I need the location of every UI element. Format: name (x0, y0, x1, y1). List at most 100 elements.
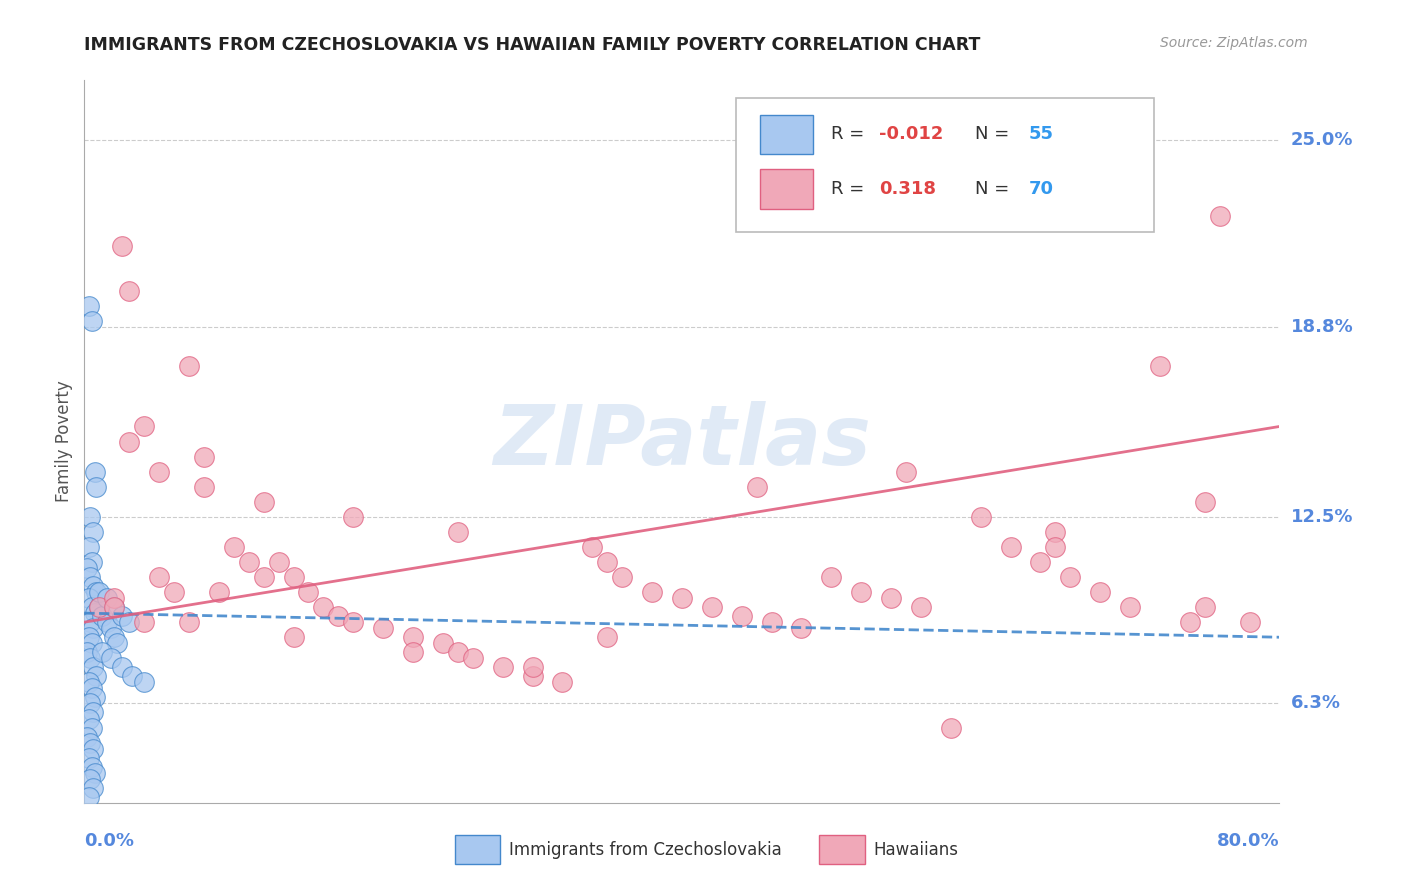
Point (89, 585, 111, 599)
Text: -0.012: -0.012 (879, 126, 943, 144)
Point (461, 651, 484, 665)
Point (83, 465, 105, 479)
Point (77, 630, 100, 644)
Point (148, 465, 170, 479)
Point (100, 621, 122, 635)
Point (77, 299, 100, 313)
Point (522, 660, 544, 674)
Point (447, 645, 470, 659)
Point (880, 591, 903, 606)
Point (79, 570, 101, 584)
Point (820, 570, 842, 584)
FancyBboxPatch shape (759, 169, 814, 209)
Point (103, 591, 125, 606)
Point (193, 480, 215, 494)
Text: 70: 70 (1029, 179, 1053, 198)
Point (222, 540, 245, 554)
Point (1178, 615, 1201, 630)
Point (283, 570, 305, 584)
Point (1000, 540, 1022, 554)
Point (132, 675, 156, 690)
FancyBboxPatch shape (456, 835, 501, 864)
Point (79, 735, 101, 749)
Point (111, 609, 134, 624)
Text: 25.0%: 25.0% (1291, 131, 1353, 150)
Point (402, 645, 425, 659)
Point (1090, 585, 1112, 599)
Y-axis label: Family Poverty: Family Poverty (55, 381, 73, 502)
Point (86, 585, 108, 599)
Point (86, 669, 108, 683)
Point (790, 621, 813, 635)
Point (1209, 209, 1232, 223)
Point (76, 561, 98, 575)
Point (939, 721, 962, 735)
Point (80, 721, 103, 735)
Point (1149, 359, 1171, 374)
Point (373, 621, 395, 635)
Point (82, 706, 104, 720)
Point (79, 615, 101, 630)
Point (80, 681, 103, 696)
Point (118, 615, 141, 630)
Point (596, 555, 619, 569)
Point (89, 600, 111, 615)
Point (111, 239, 134, 253)
Text: 80.0%: 80.0% (1216, 831, 1279, 850)
Point (118, 284, 141, 298)
Point (910, 600, 932, 615)
Point (82, 780, 104, 795)
Point (522, 669, 544, 683)
Point (83, 606, 105, 620)
Text: ZIPatlas: ZIPatlas (494, 401, 870, 482)
Point (103, 600, 125, 615)
Point (342, 615, 364, 630)
Point (581, 540, 603, 554)
Point (77, 750, 100, 764)
Text: Hawaiians: Hawaiians (873, 841, 957, 859)
Point (105, 636, 128, 650)
Text: R =: R = (831, 179, 870, 198)
Point (82, 621, 104, 635)
Point (970, 509, 993, 524)
Point (76, 730, 98, 744)
Point (77, 789, 100, 804)
Text: 0.318: 0.318 (879, 179, 936, 198)
Point (79, 772, 101, 786)
Text: R =: R = (831, 126, 870, 144)
FancyBboxPatch shape (759, 114, 814, 154)
Point (77, 591, 100, 606)
Point (402, 630, 425, 644)
Text: 55: 55 (1029, 126, 1053, 144)
Point (96, 615, 118, 630)
Point (745, 480, 768, 494)
Text: 18.8%: 18.8% (1291, 318, 1354, 336)
FancyBboxPatch shape (820, 835, 865, 864)
Point (100, 651, 122, 665)
Point (121, 669, 143, 683)
Text: Source: ZipAtlas.com: Source: ZipAtlas.com (1160, 36, 1308, 50)
Point (432, 636, 454, 650)
Text: N =: N = (974, 179, 1015, 198)
Text: Immigrants from Czechoslovakia: Immigrants from Czechoslovakia (509, 841, 782, 859)
Point (80, 760, 103, 774)
Point (77, 712, 100, 726)
Point (283, 630, 305, 644)
Point (77, 675, 100, 690)
Point (79, 509, 101, 524)
Point (82, 579, 104, 593)
Point (132, 419, 156, 434)
Point (208, 585, 231, 599)
Point (118, 434, 141, 449)
Point (193, 450, 215, 464)
Point (103, 630, 125, 644)
Point (1119, 600, 1142, 615)
Point (238, 555, 260, 569)
Point (447, 524, 470, 539)
Point (79, 697, 101, 711)
Point (761, 615, 783, 630)
Point (80, 314, 103, 328)
Point (96, 591, 118, 606)
Point (91, 645, 114, 659)
Text: 12.5%: 12.5% (1291, 508, 1353, 525)
